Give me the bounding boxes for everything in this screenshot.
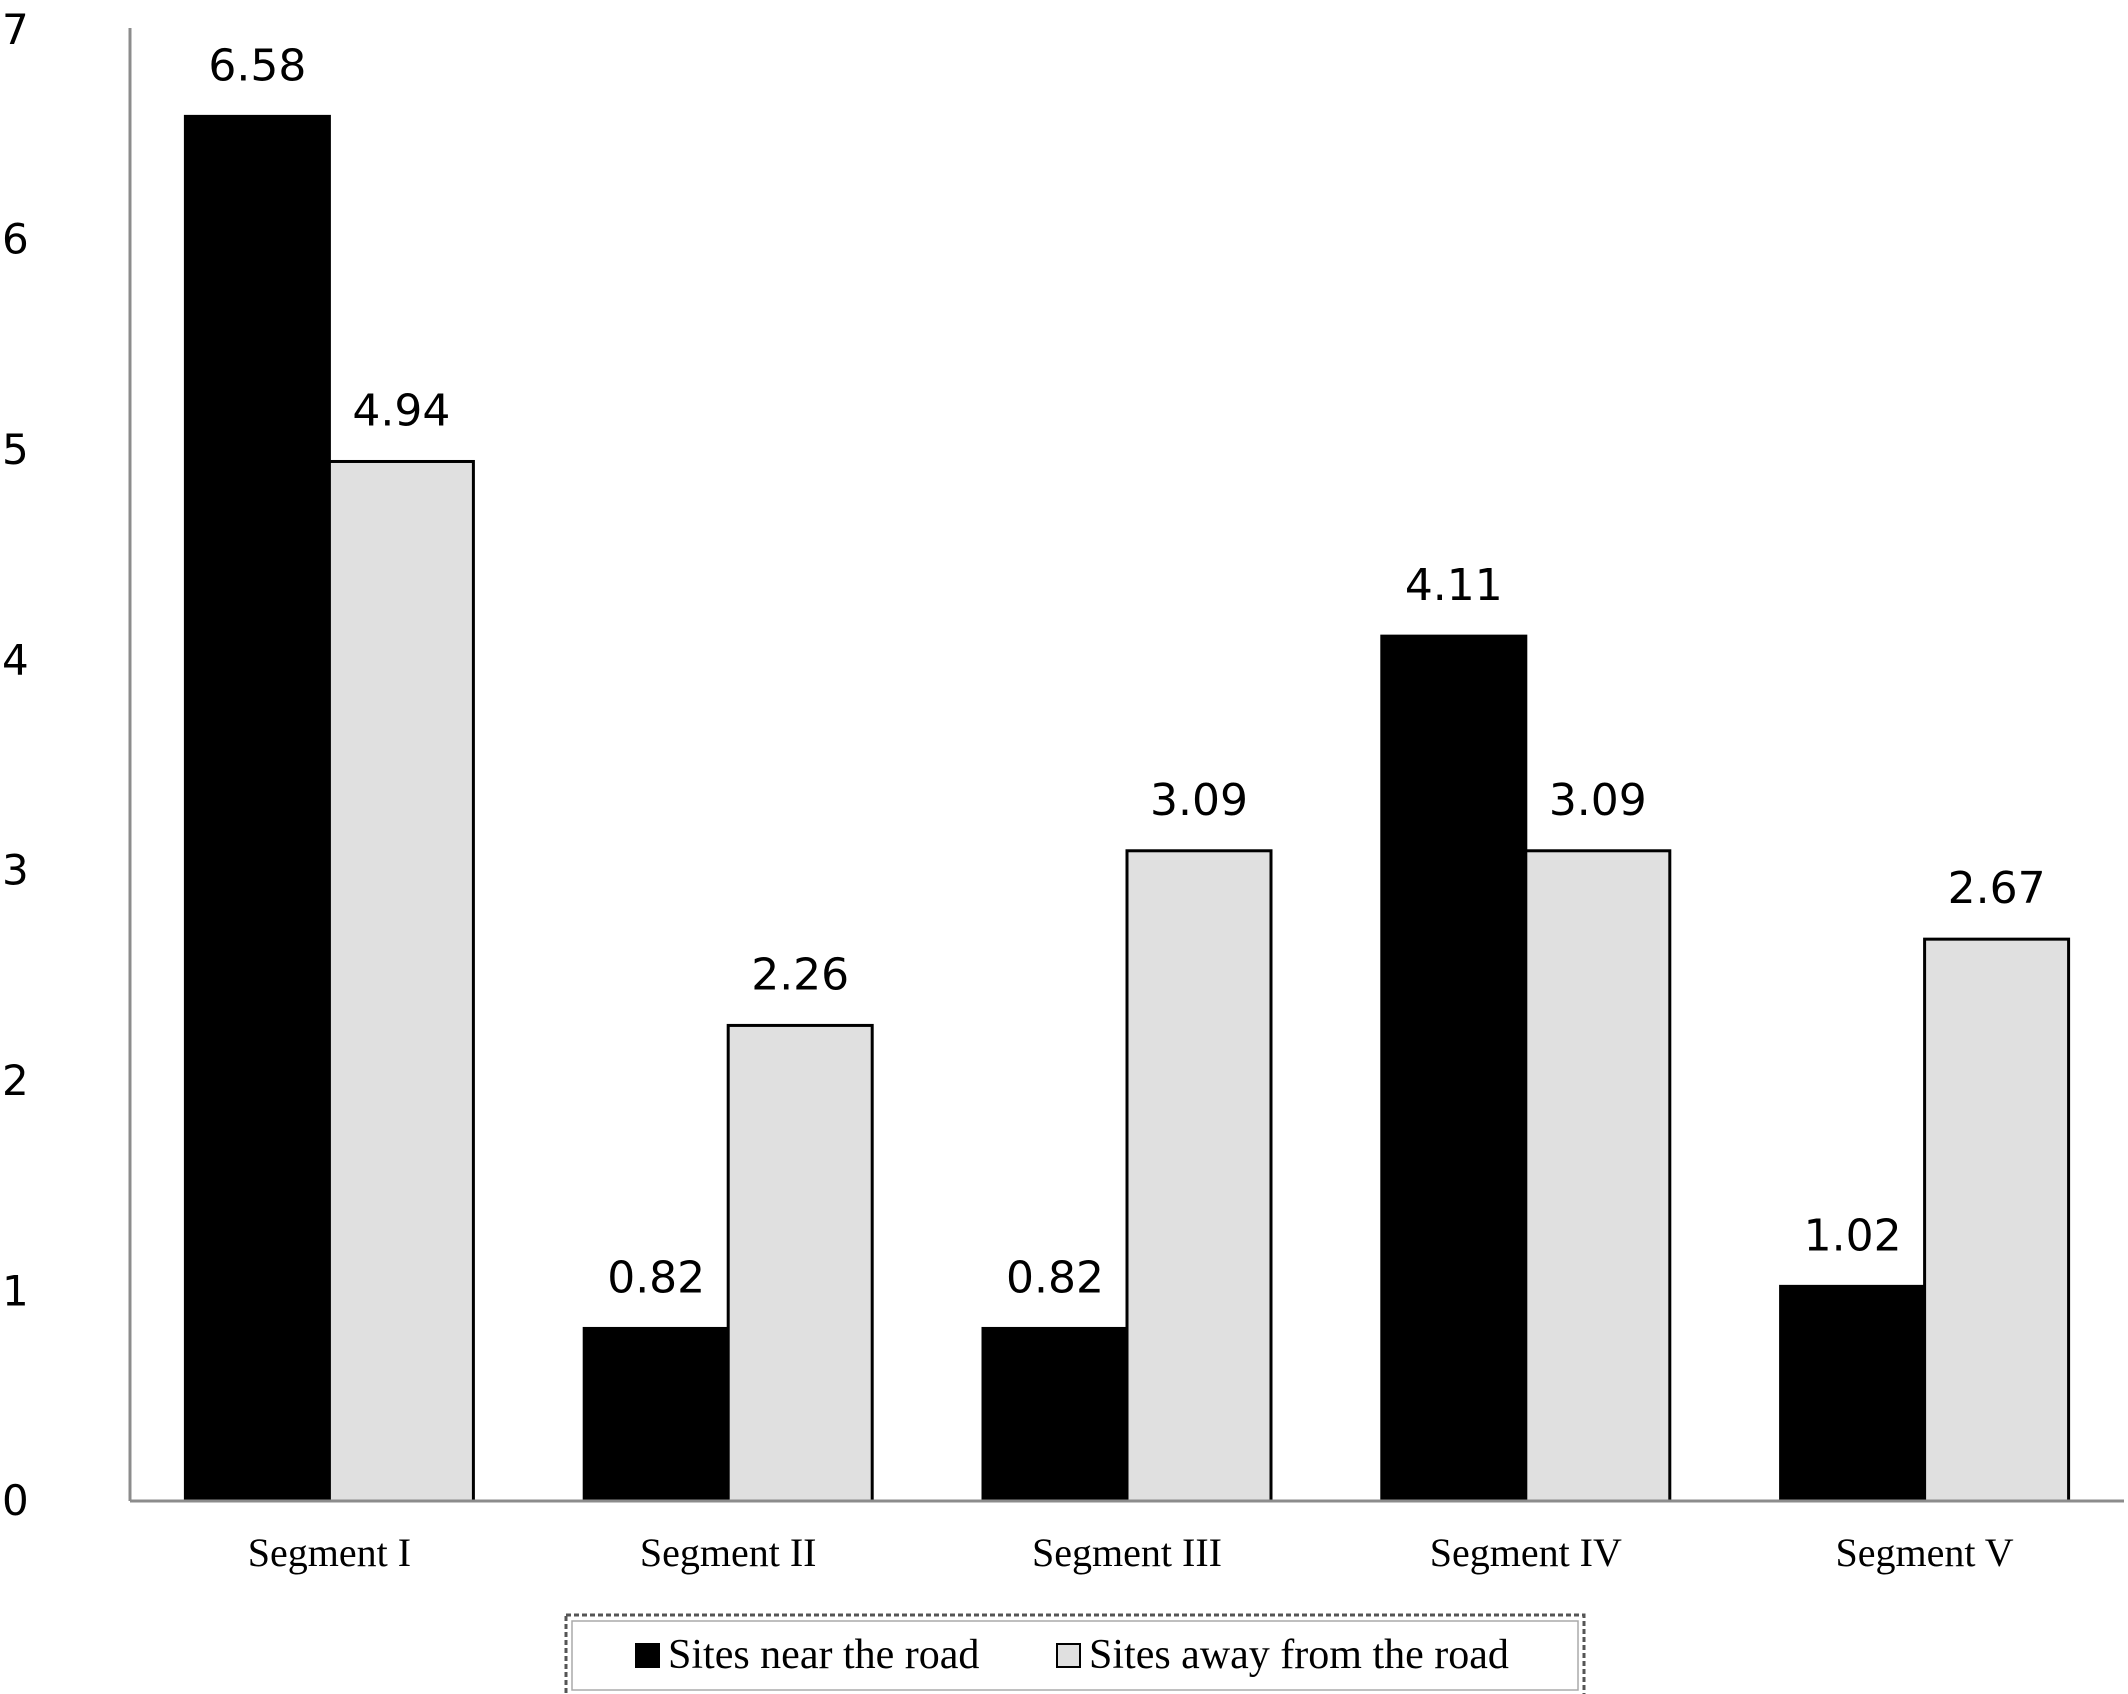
x-category-label: Segment I <box>248 1530 411 1575</box>
legend-frame-inner <box>571 1620 1579 1691</box>
data-label: 4.94 <box>352 385 450 436</box>
data-label: 3.09 <box>1549 775 1647 826</box>
y-tick-label: 4 <box>2 635 29 684</box>
legend-entry-label: Sites near the road <box>668 1632 979 1678</box>
y-tick-label: 3 <box>2 846 29 895</box>
data-label: 0.82 <box>607 1252 705 1303</box>
legend: Sites near the road Sites away from the r… <box>564 1613 1586 1694</box>
data-label: 6.58 <box>208 40 306 91</box>
y-tick-label: 1 <box>2 1267 29 1316</box>
bar-away-from-road <box>327 459 475 1503</box>
bar-near-road <box>1380 634 1528 1503</box>
legend-frame <box>564 1613 1586 1694</box>
x-category-label: Segment III <box>1032 1530 1222 1575</box>
y-tick-label: 0 <box>2 1476 29 1525</box>
data-label: 2.67 <box>1948 863 2046 914</box>
x-category-label: Segment IV <box>1430 1530 1622 1575</box>
x-category-label: Segment II <box>640 1530 817 1575</box>
bar-away-from-road <box>1125 849 1273 1503</box>
data-label: 3.09 <box>1150 775 1248 826</box>
y-tick-label: 2 <box>2 1056 29 1105</box>
bar-near-road <box>1779 1284 1927 1503</box>
data-labels: 6.58 4.94 0.82 2.26 0.82 3.09 4.11 3.09 1.02 2.67 <box>208 40 2045 1303</box>
legend-swatch <box>1056 1643 1081 1668</box>
data-label: 0.82 <box>1006 1252 1104 1303</box>
bar-away-from-road <box>1524 849 1672 1503</box>
x-category-label: Segment V <box>1836 1530 2014 1575</box>
y-tick-label: 7 <box>2 5 29 54</box>
y-axis-tick-labels: 0 1 2 3 4 5 6 7 <box>2 5 29 1525</box>
bar-near-road <box>981 1326 1129 1503</box>
bar-away-from-road <box>1923 937 2071 1503</box>
legend-entry-label: Sites away from the road <box>1089 1632 1509 1678</box>
data-label: 2.26 <box>751 949 849 1000</box>
bar-near-road <box>183 114 331 1503</box>
data-label: 4.11 <box>1405 560 1503 611</box>
bar-away-from-road <box>726 1023 874 1503</box>
x-axis-category-labels: Segment I Segment II Segment III Segment IV… <box>248 1530 2014 1575</box>
bars <box>183 114 2071 1503</box>
legend-swatch <box>635 1643 660 1668</box>
y-tick-label: 5 <box>2 425 29 474</box>
data-label: 1.02 <box>1804 1210 1902 1261</box>
y-tick-label: 6 <box>2 214 29 263</box>
bar-near-road <box>582 1326 730 1503</box>
